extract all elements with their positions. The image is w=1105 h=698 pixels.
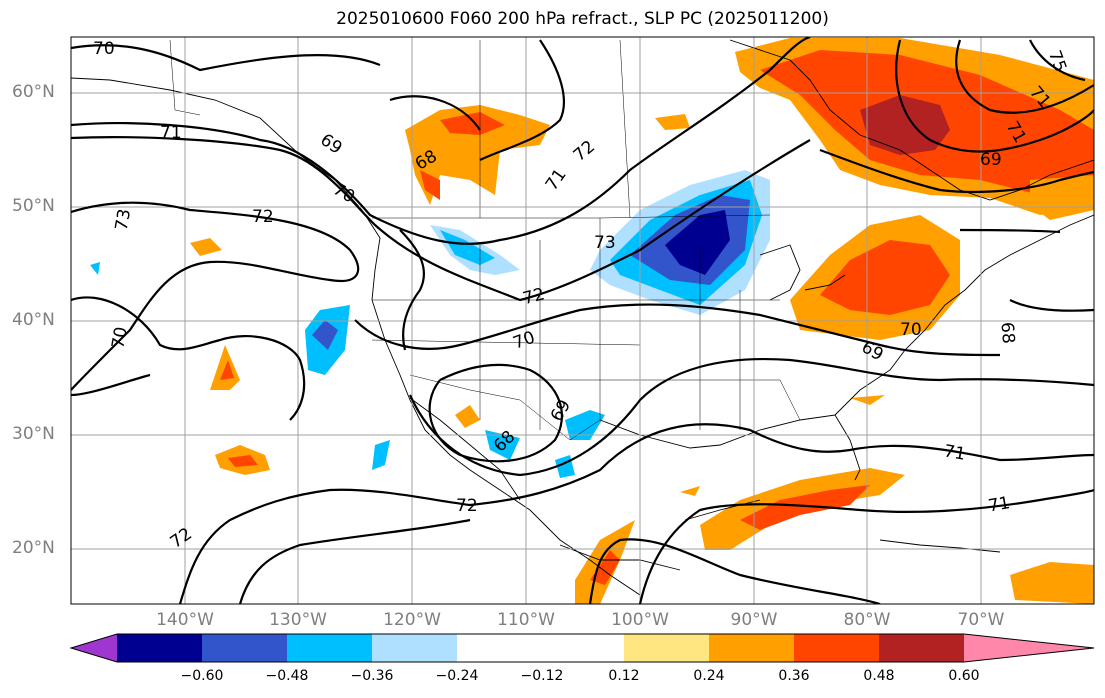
lon-label: 80°W [843, 610, 891, 630]
colorbar-segment [542, 634, 624, 662]
colorbar-tick: 0.12 [608, 668, 640, 684]
colorbar-segment [624, 634, 709, 662]
colorbar-tick: −0.48 [265, 668, 309, 684]
contour-label: 68 [996, 321, 1018, 344]
lat-label: 20°N [12, 538, 55, 558]
contour-labels: 70 71 72 73 69 68 70 71 72 73 70 70 69 6… [93, 39, 1070, 553]
colorbar-segment [457, 634, 542, 662]
slp-contours [71, 37, 1094, 604]
colorbar-extend-high [964, 634, 1094, 662]
colorbar-tick: 0.24 [693, 668, 725, 684]
colorbar-segment [117, 634, 202, 662]
lat-label: 40°N [12, 310, 55, 330]
map-title: 2025010600 F060 200 hPa refract., SLP PC… [336, 9, 829, 29]
colorbar-segment [794, 634, 879, 662]
colorbar-tick: −0.24 [435, 668, 479, 684]
colorbar-segment [372, 634, 457, 662]
contour-label: 71 [987, 493, 1012, 516]
colorbar-tick: 0.48 [863, 668, 895, 684]
lon-label: 120°W [383, 610, 441, 630]
lon-label: 110°W [497, 610, 555, 630]
state-borders [169, 39, 801, 441]
colorbar-tick: −0.12 [520, 668, 564, 684]
contour-label: 72 [456, 496, 478, 516]
lat-label: 60°N [12, 82, 55, 102]
colorbar-segment [202, 634, 287, 662]
colorbar [69, 633, 1095, 663]
colorbar-extend-low [71, 634, 117, 662]
negative-anomaly-shading [90, 170, 770, 478]
gridlines [71, 37, 1094, 604]
contour-label: 69 [980, 150, 1002, 170]
colorbar-segment [709, 634, 794, 662]
contour-label: 71 [160, 123, 182, 143]
contour-label: 71 [942, 441, 967, 464]
colorbar-tick: −0.36 [350, 668, 394, 684]
lon-label: 70°W [957, 610, 1005, 630]
lon-label: 130°W [269, 610, 327, 630]
contour-label: 70 [900, 320, 922, 340]
colorbar-tick: 0.60 [948, 668, 980, 684]
contour-label: 70 [93, 39, 115, 59]
coastlines [71, 39, 1094, 596]
contour-label: 72 [252, 207, 274, 227]
contour-label: 70 [108, 325, 131, 350]
lat-label: 50°N [12, 196, 55, 216]
colorbar-tick: −0.60 [180, 668, 224, 684]
lat-label: 30°N [12, 424, 55, 444]
contour-label: 73 [594, 233, 616, 253]
colorbar-segment [879, 634, 964, 662]
colorbar-tick: 0.36 [778, 668, 810, 684]
positive-anomaly-shading [190, 38, 1094, 604]
colorbar-segment [287, 634, 372, 662]
lon-label: 90°W [730, 610, 778, 630]
contour-label: 73 [112, 207, 135, 232]
lon-label: 100°W [611, 610, 669, 630]
lon-label: 140°W [156, 610, 214, 630]
